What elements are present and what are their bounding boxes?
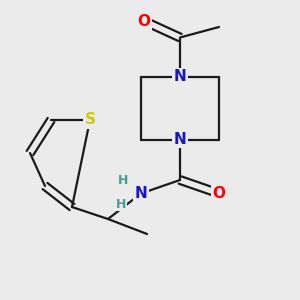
Text: N: N (174, 69, 186, 84)
Text: H: H (118, 173, 128, 187)
Text: N: N (174, 132, 186, 147)
Text: S: S (85, 112, 95, 128)
Text: O: O (212, 186, 226, 201)
Text: O: O (137, 14, 151, 28)
Text: H: H (116, 197, 127, 211)
Text: N: N (135, 186, 147, 201)
